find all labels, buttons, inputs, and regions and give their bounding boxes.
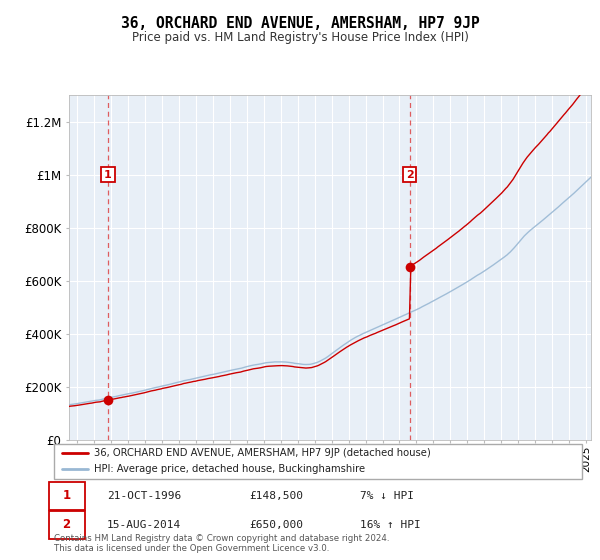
Text: 36, ORCHARD END AVENUE, AMERSHAM, HP7 9JP (detached house): 36, ORCHARD END AVENUE, AMERSHAM, HP7 9J… — [94, 449, 430, 459]
Text: 2: 2 — [406, 170, 413, 180]
Text: 21-OCT-1996: 21-OCT-1996 — [107, 491, 181, 501]
Text: 7% ↓ HPI: 7% ↓ HPI — [360, 491, 414, 501]
FancyBboxPatch shape — [54, 444, 582, 479]
Text: £148,500: £148,500 — [250, 491, 304, 501]
Text: Price paid vs. HM Land Registry's House Price Index (HPI): Price paid vs. HM Land Registry's House … — [131, 31, 469, 44]
Text: 1: 1 — [104, 170, 112, 180]
FancyBboxPatch shape — [49, 482, 85, 510]
Text: 2: 2 — [62, 519, 71, 531]
Text: £650,000: £650,000 — [250, 520, 304, 530]
FancyBboxPatch shape — [49, 511, 85, 539]
Text: 1: 1 — [62, 489, 71, 502]
Text: Contains HM Land Registry data © Crown copyright and database right 2024.
This d: Contains HM Land Registry data © Crown c… — [54, 534, 389, 553]
Text: 15-AUG-2014: 15-AUG-2014 — [107, 520, 181, 530]
Text: 16% ↑ HPI: 16% ↑ HPI — [360, 520, 421, 530]
Text: HPI: Average price, detached house, Buckinghamshire: HPI: Average price, detached house, Buck… — [94, 464, 365, 474]
Text: 36, ORCHARD END AVENUE, AMERSHAM, HP7 9JP: 36, ORCHARD END AVENUE, AMERSHAM, HP7 9J… — [121, 16, 479, 31]
